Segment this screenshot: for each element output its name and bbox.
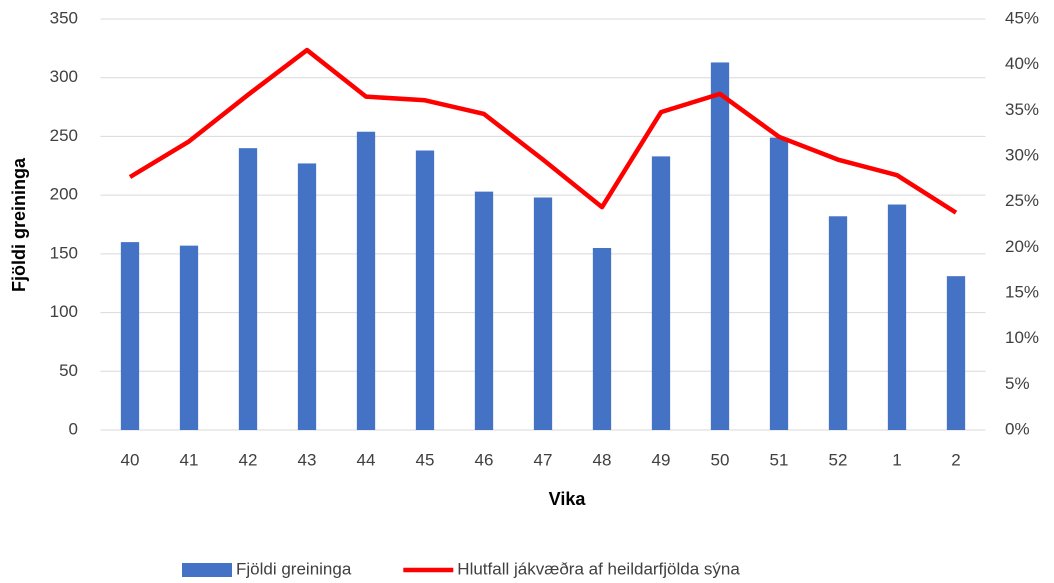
x-tick-label: 2 [951,450,960,469]
bar [651,156,671,431]
y2-tick-label: 40% [1005,54,1039,73]
bar [592,247,612,430]
bar [120,242,140,430]
bar [769,137,789,431]
x-tick-label: 49 [652,450,671,469]
bar [356,131,376,430]
x-tick-label: 42 [239,450,258,469]
x-tick-label: 46 [475,450,494,469]
y2-tick-label: 0% [1005,419,1030,438]
x-axis-label: Vika [549,489,587,509]
y-tick-label: 350 [50,8,78,27]
x-tick-label: 45 [416,450,435,469]
bar [238,148,258,430]
bar [297,163,317,431]
y2-tick-label: 45% [1005,8,1039,27]
bar [887,204,907,430]
y2-tick-label: 15% [1005,282,1039,301]
y2-tick-label: 5% [1005,374,1030,393]
bar [828,216,848,430]
x-tick-label: 40 [121,450,140,469]
bar [474,191,494,430]
y-tick-label: 100 [50,302,78,321]
y-axis-label: Fjöldi greininga [9,157,29,292]
x-tick-label: 52 [829,450,848,469]
y-tick-label: 250 [50,126,78,145]
bar [179,245,199,430]
y2-tick-label: 35% [1005,100,1039,119]
legend-label: Fjöldi greininga [236,559,352,578]
bar [946,276,966,430]
bar [415,150,435,430]
x-tick-label: 47 [534,450,553,469]
x-tick-label: 1 [892,450,901,469]
bar [533,197,553,430]
x-tick-label: 48 [593,450,612,469]
x-tick-label: 41 [180,450,199,469]
legend-swatch [182,563,232,577]
x-tick-label: 51 [770,450,789,469]
x-tick-label: 44 [357,450,376,469]
bar [710,62,730,430]
y-tick-label: 150 [50,243,78,262]
x-tick-label: 43 [298,450,317,469]
y2-tick-label: 25% [1005,191,1039,210]
y-tick-label: 50 [59,361,78,380]
y-tick-label: 200 [50,185,78,204]
legend-label: Hlutfall jákvæðra af heildarfjölda sýna [457,559,740,578]
line [128,47,958,215]
y2-tick-label: 20% [1005,237,1039,256]
y-tick-label: 0 [69,419,78,438]
y-tick-label: 300 [50,67,78,86]
x-tick-label: 50 [711,450,730,469]
y2-tick-label: 10% [1005,328,1039,347]
y2-tick-label: 30% [1005,145,1039,164]
